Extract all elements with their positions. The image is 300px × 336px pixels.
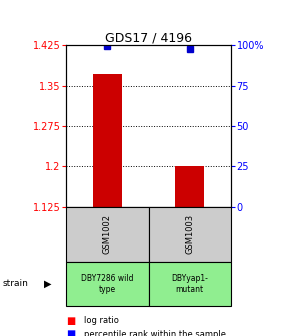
Bar	[175, 166, 204, 207]
Text: ▶: ▶	[44, 279, 51, 289]
Bar	[93, 74, 122, 207]
Text: DBY7286 wild
type: DBY7286 wild type	[81, 274, 134, 294]
FancyBboxPatch shape	[148, 262, 231, 306]
Text: log ratio: log ratio	[84, 317, 119, 325]
Text: strain: strain	[3, 280, 29, 288]
Title: GDS17 / 4196: GDS17 / 4196	[105, 31, 192, 44]
Text: DBYyap1-
mutant: DBYyap1- mutant	[171, 274, 208, 294]
FancyBboxPatch shape	[66, 262, 148, 306]
Text: ■: ■	[66, 316, 75, 326]
Text: GSM1002: GSM1002	[103, 214, 112, 254]
Text: ■: ■	[66, 329, 75, 336]
FancyBboxPatch shape	[148, 207, 231, 262]
FancyBboxPatch shape	[66, 207, 148, 262]
Text: GSM1003: GSM1003	[185, 214, 194, 254]
Text: percentile rank within the sample: percentile rank within the sample	[84, 330, 226, 336]
